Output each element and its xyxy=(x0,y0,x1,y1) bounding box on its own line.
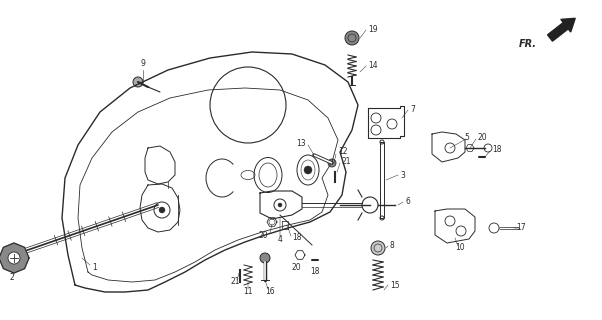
Text: 9: 9 xyxy=(140,60,146,68)
Text: 18: 18 xyxy=(310,268,320,276)
Text: 7: 7 xyxy=(410,106,415,115)
Text: 5: 5 xyxy=(465,133,470,142)
Text: 20: 20 xyxy=(291,263,301,273)
Circle shape xyxy=(328,159,336,167)
Text: 6: 6 xyxy=(405,197,410,206)
Polygon shape xyxy=(0,243,29,273)
Text: 20: 20 xyxy=(258,230,268,239)
Text: 18: 18 xyxy=(292,234,302,243)
Text: 19: 19 xyxy=(368,26,377,35)
Circle shape xyxy=(159,207,165,213)
Text: 20: 20 xyxy=(478,133,488,142)
Text: 3: 3 xyxy=(400,171,405,180)
Text: 14: 14 xyxy=(368,61,377,70)
Text: 12: 12 xyxy=(338,148,347,156)
Text: 16: 16 xyxy=(265,287,275,297)
Circle shape xyxy=(8,252,20,264)
Circle shape xyxy=(260,253,270,263)
Text: FR.: FR. xyxy=(519,39,537,49)
Circle shape xyxy=(345,31,359,45)
Text: 4: 4 xyxy=(278,236,282,244)
Text: 21: 21 xyxy=(230,277,240,286)
Text: 13: 13 xyxy=(296,139,306,148)
Circle shape xyxy=(304,166,312,174)
Text: 8: 8 xyxy=(390,241,395,250)
Text: 18: 18 xyxy=(492,146,501,155)
Text: 2: 2 xyxy=(10,274,14,283)
Text: 10: 10 xyxy=(455,244,465,252)
Polygon shape xyxy=(548,18,576,41)
Text: 21: 21 xyxy=(342,157,352,166)
Text: 17: 17 xyxy=(516,223,526,233)
Text: 11: 11 xyxy=(243,287,253,297)
Circle shape xyxy=(278,203,282,207)
Circle shape xyxy=(133,77,143,87)
Text: 1: 1 xyxy=(93,263,98,273)
Circle shape xyxy=(371,241,385,255)
Text: 15: 15 xyxy=(390,281,400,290)
